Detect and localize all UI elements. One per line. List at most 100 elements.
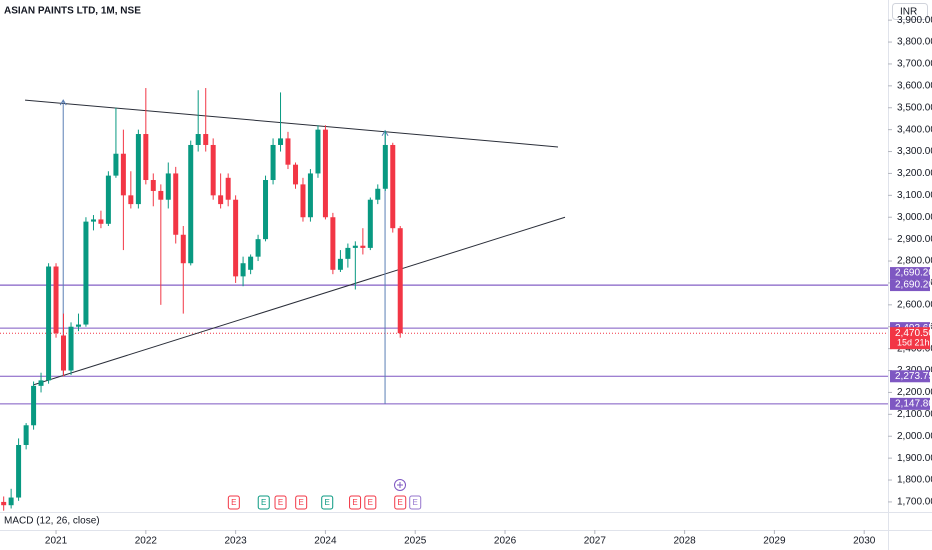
event-marker — [409, 495, 422, 510]
event-label: E — [368, 498, 373, 507]
last-price-box — [890, 327, 930, 350]
last-price-label: 2,470.50 — [895, 328, 932, 339]
y-tick-label: 1,900.00 — [897, 453, 932, 464]
y-tick-label: 3,800.00 — [897, 37, 932, 48]
candle-body — [233, 199, 239, 277]
candle-body — [270, 144, 276, 181]
y-tick-label: 1,700.00 — [897, 497, 932, 508]
price-label: 2,273.75 — [895, 371, 932, 382]
arrow-head — [381, 129, 389, 136]
y-tick-label: 3,600.00 — [897, 80, 932, 91]
event-marker — [295, 495, 308, 510]
candle-body — [352, 245, 358, 248]
candle-body — [375, 188, 381, 200]
x-tick-label: 2024 — [314, 536, 337, 547]
candle-body — [143, 134, 149, 181]
candle-body — [23, 425, 29, 445]
candle-body — [300, 184, 306, 218]
x-tick-label: 2021 — [45, 536, 68, 547]
candle-body — [248, 256, 254, 270]
candle-body — [16, 444, 22, 498]
y-tick-label: 2,200.00 — [897, 387, 932, 398]
currency[interactable]: INR — [900, 7, 917, 18]
x-tick-label: 2023 — [225, 536, 248, 547]
candle-body — [120, 153, 126, 196]
y-tick-label: 1,800.00 — [897, 475, 932, 486]
currency-box[interactable] — [892, 3, 928, 20]
y-tick-label: 3,100.00 — [897, 190, 932, 201]
y-tick-label: 3,700.00 — [897, 59, 932, 70]
candle-body — [75, 324, 81, 327]
candle-body — [60, 335, 66, 371]
candle-body — [225, 177, 231, 200]
candle-body — [315, 129, 321, 174]
candle-body — [8, 497, 14, 506]
candle-body — [31, 385, 37, 426]
x-tick-label: 2030 — [853, 536, 876, 547]
candle-body — [128, 195, 134, 205]
candle-body — [263, 180, 269, 240]
event-label: E — [413, 498, 418, 507]
candle-body — [165, 173, 171, 200]
candle-body — [390, 144, 396, 229]
candle-body — [90, 219, 96, 222]
candle-body — [173, 173, 179, 235]
candle-body — [150, 180, 156, 191]
candle-body — [322, 129, 328, 218]
event-marker — [394, 495, 407, 510]
x-tick-label: 2022 — [135, 536, 158, 547]
candle-body — [158, 190, 164, 200]
candle-body — [285, 138, 291, 165]
trendline — [32, 216, 566, 386]
event-label: E — [325, 498, 330, 507]
candle-body — [210, 144, 216, 196]
candle-body — [68, 326, 74, 371]
candle-body — [113, 153, 119, 176]
candle-body — [98, 219, 104, 224]
y-tick-label: 2,000.00 — [897, 431, 932, 442]
price-label-box — [890, 267, 930, 280]
price-label-box — [890, 397, 930, 410]
y-tick-label: 2,900.00 — [897, 234, 932, 245]
event-marker — [321, 495, 334, 510]
candle-body — [38, 380, 44, 386]
candle-body — [1, 501, 7, 506]
candle-body — [195, 134, 201, 145]
x-tick-label: 2029 — [763, 536, 786, 547]
y-tick-label: 3,200.00 — [897, 168, 932, 179]
y-tick-label: 3,000.00 — [897, 212, 932, 223]
candle-body — [330, 217, 336, 270]
event-marker — [227, 495, 240, 510]
candle-body — [218, 195, 224, 205]
y-tick-label: 2,800.00 — [897, 256, 932, 267]
x-tick-label: 2027 — [584, 536, 607, 547]
candle-body — [83, 221, 89, 325]
countdown-label: 15d 21h — [897, 338, 930, 348]
candle-body — [278, 138, 284, 145]
candle-body — [293, 164, 299, 185]
candle-body — [255, 239, 261, 257]
event-marker — [274, 495, 287, 510]
candle-body — [397, 228, 403, 334]
price-label-box — [890, 279, 930, 292]
plot-area — [0, 88, 888, 511]
y-tick-label: 3,400.00 — [897, 124, 932, 135]
candle-body — [382, 144, 388, 189]
arrow-head — [59, 99, 67, 106]
candle-body — [360, 245, 366, 248]
candle-body — [105, 175, 111, 224]
event-label: E — [261, 498, 266, 507]
add-event-icon[interactable] — [394, 479, 406, 491]
price-label: 2,147.80 — [895, 399, 932, 410]
chart-title: ASIAN PAINTS LTD, 1M, NSE — [4, 6, 141, 17]
candle-body — [337, 258, 343, 270]
event-label: E — [278, 498, 283, 507]
event-label: E — [398, 498, 403, 507]
event-label: E — [231, 498, 236, 507]
candle-body — [188, 144, 194, 264]
price-label: 2,690.20 — [895, 280, 932, 291]
candle-body — [345, 247, 351, 259]
candle-body — [53, 266, 59, 334]
event-marker — [364, 495, 377, 510]
x-tick-label: 2026 — [494, 536, 517, 547]
